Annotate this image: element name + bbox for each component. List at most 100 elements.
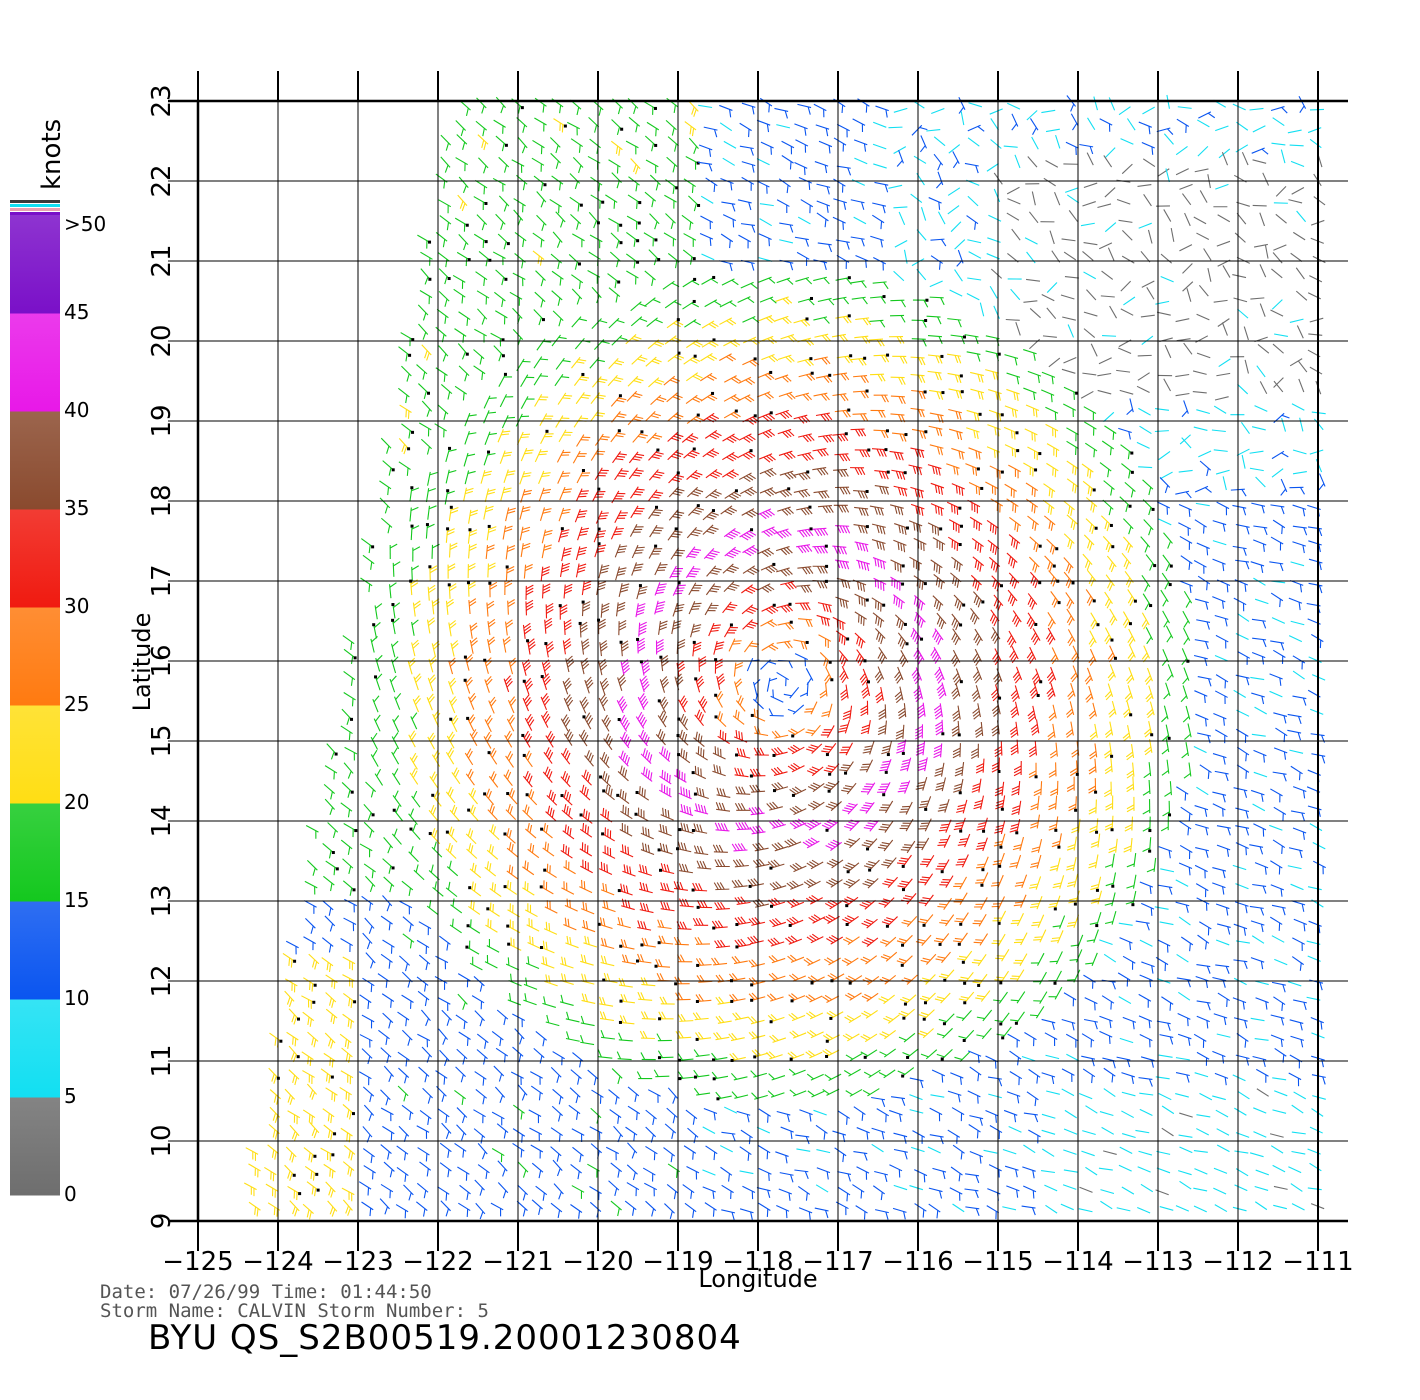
wind-barb: [685, 1109, 698, 1125]
wind-barb: [520, 447, 534, 462]
wind-barb: [302, 1070, 315, 1084]
wind-barb: [1140, 1056, 1155, 1068]
wind-barb: [427, 674, 437, 692]
wind-barb: [832, 616, 846, 631]
wind-barb: [428, 804, 439, 822]
wind-barb: [565, 655, 575, 673]
wind-barb: [948, 144, 961, 154]
wind-barb: [1079, 143, 1094, 155]
wind-barb: [1180, 936, 1194, 952]
wind-barb: [611, 172, 622, 189]
wind-barb: [898, 1032, 916, 1043]
wind-barb: [1049, 742, 1058, 759]
wind-barb: [911, 389, 927, 400]
rain-flag: [981, 868, 985, 872]
wind-barb: [936, 1048, 953, 1061]
wind-barb: [614, 510, 628, 524]
wind-barb: [1083, 974, 1096, 989]
wind-barb: [462, 487, 474, 502]
wind-barb: [1291, 956, 1305, 971]
wind-barb: [1103, 953, 1117, 963]
wind-barb: [1083, 1018, 1098, 1030]
wind-barb: [1065, 592, 1075, 609]
rain-flag: [825, 1039, 829, 1043]
wind-barb: [1100, 295, 1115, 298]
wind-barb: [1006, 1091, 1021, 1104]
wind-barb: [931, 1069, 946, 1083]
wind-barb: [736, 1110, 751, 1123]
wind-barb: [777, 354, 795, 363]
wind-barb: [1234, 901, 1249, 914]
wind-barb: [469, 956, 483, 971]
wind-barb: [1254, 598, 1269, 605]
wind-barb: [1135, 1129, 1150, 1134]
wind-barb: [549, 137, 561, 154]
wind-barb: [574, 337, 591, 350]
wind-barb: [993, 833, 1006, 849]
wind-barb: [928, 425, 943, 437]
wind-barb: [343, 823, 358, 838]
wind-barb: [473, 349, 485, 365]
rain-flag: [504, 277, 508, 281]
wind-barb: [1142, 479, 1154, 496]
wind-barb: [1048, 762, 1057, 778]
wind-barb: [560, 973, 574, 985]
rain-flag: [466, 924, 470, 928]
wind-barb: [634, 807, 649, 822]
wind-barb: [932, 628, 944, 645]
wind-barb: [1221, 152, 1229, 166]
wind-barb: [664, 1203, 675, 1220]
wind-barb: [516, 1200, 528, 1217]
wind-barb: [775, 409, 793, 420]
wind-barb: [957, 950, 973, 964]
wind-barb: [1028, 556, 1040, 573]
wind-barb: [1088, 778, 1098, 794]
wind-barb: [1063, 992, 1077, 1007]
wind-barb: [789, 1030, 807, 1039]
rain-flag: [1054, 828, 1058, 832]
wind-barb: [1028, 1129, 1041, 1144]
wind-barb: [871, 539, 886, 551]
wind-barb: [897, 878, 913, 892]
wind-barb: [715, 802, 731, 812]
wind-barb: [798, 618, 813, 628]
wind-barb: [684, 121, 697, 137]
wind-barb: [409, 823, 421, 840]
wind-barb: [1291, 1150, 1306, 1155]
rain-flag: [350, 790, 354, 794]
rain-flag: [619, 640, 623, 644]
wind-barb: [1048, 795, 1058, 811]
wind-barb: [1069, 760, 1079, 777]
wind-barb: [484, 431, 497, 446]
wind-barb: [507, 696, 517, 714]
wind-barb: [974, 897, 988, 910]
wind-barb: [872, 281, 889, 290]
wind-barb: [872, 1185, 886, 1201]
wind-barb: [854, 506, 869, 517]
wind-barb: [408, 730, 417, 748]
wind-barb: [900, 840, 916, 854]
wind-barb: [1063, 533, 1075, 550]
wind-barb: [985, 481, 999, 496]
wind-barb: [952, 1203, 965, 1213]
wind-barb: [580, 1034, 595, 1046]
wind-barb: [681, 214, 694, 230]
wind-barb: [1312, 842, 1326, 850]
wind-barb: [570, 138, 583, 153]
wind-barb: [823, 1033, 840, 1043]
rain-flag: [750, 983, 754, 987]
wind-barb: [644, 297, 661, 307]
wind-barb: [920, 953, 937, 965]
wind-barb: [398, 346, 412, 362]
wind-barb: [1137, 184, 1152, 187]
wind-barb: [889, 1109, 903, 1122]
wind-barb: [816, 183, 831, 195]
wind-barb: [714, 859, 730, 868]
wind-barb: [1236, 256, 1250, 264]
wind-barb: [712, 746, 726, 760]
wind-barb: [525, 599, 534, 616]
wind-barb: [610, 526, 624, 540]
rain-flag: [925, 298, 929, 302]
wind-barb: [288, 1008, 301, 1025]
wind-barb: [1255, 476, 1266, 488]
